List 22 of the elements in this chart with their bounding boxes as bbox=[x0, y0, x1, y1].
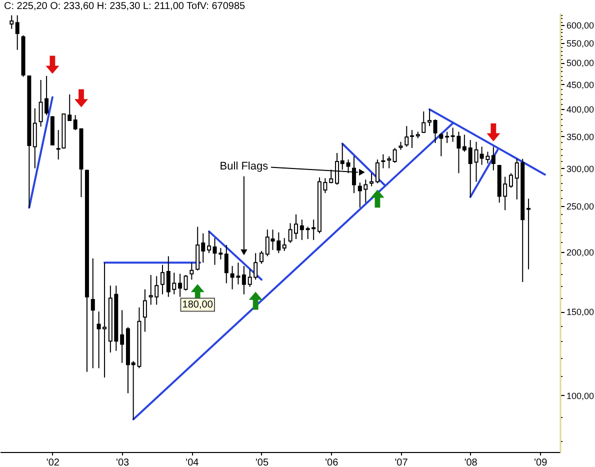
y-tick-label: 600,00 bbox=[566, 20, 594, 31]
x-tick-label: '06 bbox=[325, 458, 339, 467]
x-tick-label: '08 bbox=[464, 458, 478, 467]
x-tick-label: '07 bbox=[394, 458, 408, 467]
x-tick-label: '03 bbox=[116, 458, 130, 467]
y-tick-label: 400,00 bbox=[566, 104, 594, 114]
y-tick-label: 500,00 bbox=[566, 58, 594, 68]
y-tick-label: 550,00 bbox=[566, 38, 594, 49]
x-tick-label: '09 bbox=[534, 458, 548, 467]
y-tick-label: 200,00 bbox=[566, 248, 594, 258]
y-tick-label: 300,00 bbox=[566, 164, 594, 174]
y-tick-label: 100,00 bbox=[566, 390, 594, 401]
y-tick-label: 250,00 bbox=[566, 201, 594, 212]
annotation: Bull Flags bbox=[220, 160, 269, 172]
y-tick-label: 350,00 bbox=[566, 132, 594, 142]
x-tick-label: '02 bbox=[46, 458, 60, 467]
chart-title: C: 225,20 O: 233,60 H: 235,30 L: 211,00 TofV: 670985 bbox=[4, 1, 246, 12]
annotation: 180,00 bbox=[182, 300, 214, 311]
x-tick-label: '04 bbox=[186, 458, 200, 467]
y-tick-label: 450,00 bbox=[566, 80, 594, 90]
x-tick-label: '05 bbox=[255, 458, 269, 467]
y-tick-label: 150,00 bbox=[566, 307, 594, 318]
